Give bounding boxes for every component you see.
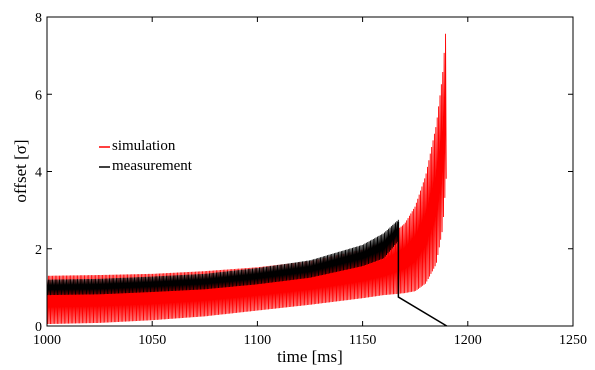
y-tick-label: 0 xyxy=(35,320,42,335)
plot-area xyxy=(46,33,448,327)
x-tick-label: 1150 xyxy=(349,333,376,348)
x-tick-label: 1250 xyxy=(559,333,587,348)
x-axis: 1000 1050 1100 1150 1200 1250 xyxy=(33,17,587,348)
y-tick-label: 4 xyxy=(35,166,42,181)
x-axis-title: time [ms] xyxy=(277,347,343,366)
x-tick-label: 1000 xyxy=(33,333,61,348)
x-tick-label: 1050 xyxy=(138,333,166,348)
legend-label-measurement: measurement xyxy=(112,158,193,174)
x-tick-label: 1100 xyxy=(244,333,271,348)
x-tick-label: 1200 xyxy=(454,333,482,348)
series-line-measurement xyxy=(46,219,399,296)
y-tick-label: 2 xyxy=(35,243,42,258)
legend-label-simulation: simulation xyxy=(112,138,176,154)
y-axis-title: offset [σ] xyxy=(11,139,30,202)
y-axis: 0 2 4 6 8 xyxy=(35,11,573,335)
legend: simulation measurement xyxy=(99,138,193,174)
y-tick-label: 6 xyxy=(35,88,42,103)
series-tail-measurement xyxy=(397,221,448,327)
y-tick-label: 8 xyxy=(35,11,42,26)
